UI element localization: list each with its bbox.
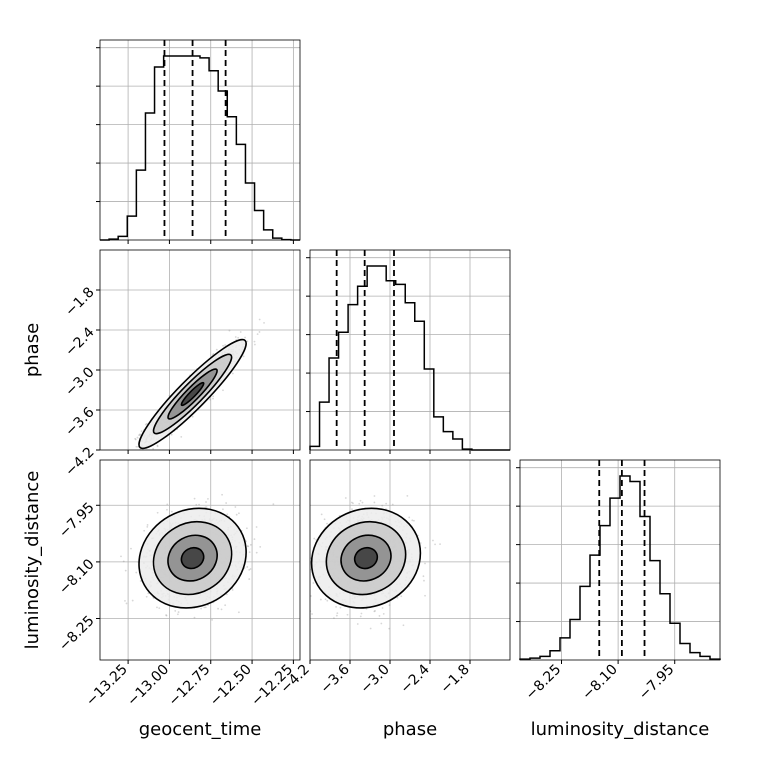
x-tick-label: −12.50 [207, 662, 255, 710]
density-contour [180, 546, 205, 570]
x-tick-label: −13.00 [124, 662, 172, 710]
histogram-steps [100, 55, 300, 241]
density-panel-geocent-time-vs-phase: −4.2 −3.6 −3.0 −2.4 −1.8 [62, 249, 301, 480]
axis-titles: geocent_time phase luminosity_distance p… [22, 323, 709, 740]
x-tick-label: −7.95 [636, 662, 678, 704]
panel-frame [99, 249, 301, 451]
density-contour [353, 546, 379, 570]
corner-panels: −8.25 −8.10 −7.95−4.2−3.6−3.0−2.4−1.8−13.2… [56, 39, 721, 710]
x-tick-label: −1.8 [437, 662, 472, 697]
x-tick-label: −3.0 [357, 662, 392, 697]
panel-frame [519, 459, 721, 661]
density-contour [180, 381, 205, 407]
panel-frame [309, 459, 511, 661]
panel-frame [309, 249, 511, 451]
histogram-steps [309, 265, 510, 451]
y-tick-label: −8.10 [56, 556, 98, 598]
x-tick-label: −8.25 [523, 662, 565, 704]
x-axis-title-phase: phase [383, 719, 437, 740]
hist-panel-geocent-time [96, 39, 301, 244]
y-tick-label: −7.95 [56, 500, 98, 542]
panel-frame [99, 39, 301, 241]
hist-panel-luminosity-distance: −8.25 −8.10 −7.95 [516, 459, 721, 704]
x-axis-title-geocent-time: geocent_time [139, 719, 262, 740]
density-panel-geocent-time-vs-luminosity-distance: −13.25−13.00−12.75−12.50−12.25−8.25−8.10… [56, 459, 301, 710]
y-tick-label: −1.8 [62, 284, 97, 319]
x-tick-label: −3.6 [317, 661, 352, 696]
y-tick-label: −3.6 [62, 404, 97, 439]
x-axis-title-luminosity-distance: luminosity_distance [531, 719, 710, 740]
density-panel-phase-vs-luminosity-distance: −4.2 −3.6 −3.0 −2.4 −1.8 [277, 459, 511, 697]
x-tick-label: −13.25 [83, 662, 131, 710]
x-tick-label: −12.75 [166, 662, 214, 710]
y-tick-label: −3.0 [62, 364, 97, 399]
y-tick-label: −8.25 [56, 613, 98, 655]
x-tick-label: −2.4 [397, 661, 432, 696]
hist-panel-phase [306, 249, 511, 454]
y-tick-label: −2.4 [62, 324, 97, 359]
panel-frame [99, 459, 301, 661]
y-axis-title-luminosity-distance: luminosity_distance [22, 471, 43, 650]
histogram-steps [519, 475, 721, 660]
y-axis-title-phase: phase [22, 323, 43, 377]
x-tick-label: −8.10 [579, 662, 621, 704]
y-tick-label: −4.2 [62, 444, 97, 479]
